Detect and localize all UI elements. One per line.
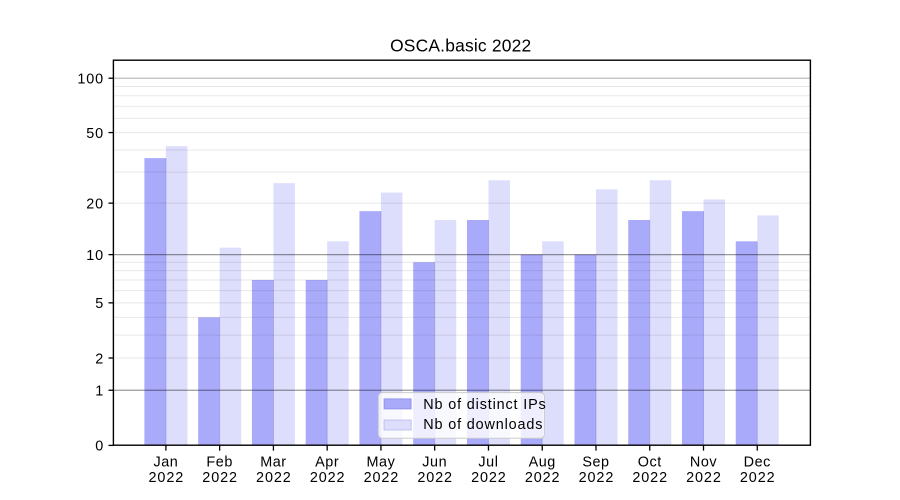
svg-text:Oct: Oct (638, 454, 662, 470)
svg-text:2022: 2022 (417, 470, 453, 486)
svg-text:100: 100 (77, 72, 104, 88)
svg-text:0: 0 (95, 439, 104, 455)
svg-text:2022: 2022 (686, 470, 722, 486)
svg-text:2022: 2022 (740, 470, 776, 486)
svg-text:May: May (367, 454, 396, 470)
svg-text:20: 20 (86, 196, 104, 212)
svg-text:OSCA.basic 2022: OSCA.basic 2022 (390, 35, 531, 55)
svg-text:2022: 2022 (364, 470, 400, 486)
svg-text:2: 2 (95, 351, 104, 367)
svg-text:Mar: Mar (260, 454, 286, 470)
svg-text:10: 10 (86, 248, 104, 264)
svg-text:Nov: Nov (690, 454, 717, 470)
svg-text:Aug: Aug (529, 454, 556, 470)
svg-text:50: 50 (86, 126, 104, 142)
svg-text:2022: 2022 (149, 470, 185, 486)
svg-text:2022: 2022 (632, 470, 668, 486)
svg-text:Feb: Feb (206, 454, 232, 470)
svg-text:2022: 2022 (202, 470, 238, 486)
svg-text:Jan: Jan (153, 454, 178, 470)
svg-text:Sep: Sep (582, 454, 609, 470)
svg-text:2022: 2022 (310, 470, 346, 486)
svg-text:Jul: Jul (478, 454, 498, 470)
svg-text:Dec: Dec (744, 454, 771, 470)
svg-text:Nb of distinct IPs: Nb of distinct IPs (423, 397, 546, 413)
svg-text:Jun: Jun (422, 454, 447, 470)
svg-text:2022: 2022 (256, 470, 292, 486)
svg-text:5: 5 (95, 296, 104, 312)
svg-text:1: 1 (95, 384, 104, 400)
svg-text:2022: 2022 (525, 470, 561, 486)
svg-text:Apr: Apr (315, 454, 339, 470)
svg-text:2022: 2022 (471, 470, 507, 486)
svg-text:Nb of downloads: Nb of downloads (423, 417, 543, 433)
svg-text:2022: 2022 (579, 470, 615, 486)
